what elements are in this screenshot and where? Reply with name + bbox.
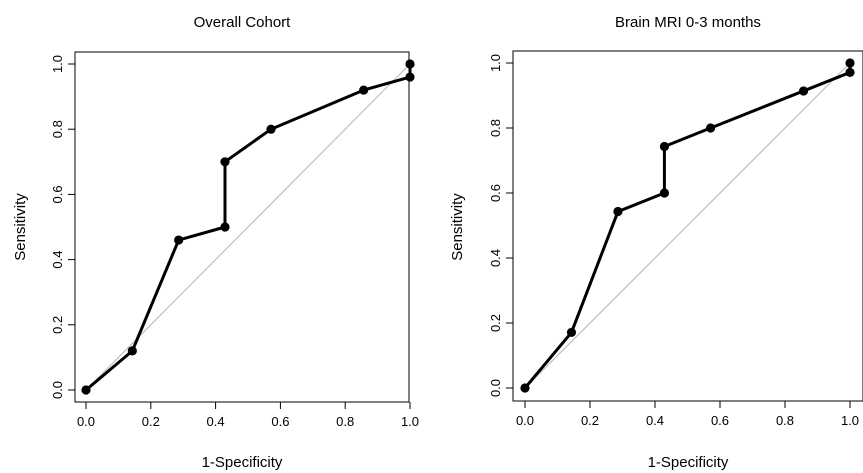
x-axis-label: 1-Specificity [648,454,729,471]
roc-point [220,222,230,232]
y-tick-label: 0.0 [488,379,503,397]
x-tick-label: 1.0 [401,414,419,429]
y-tick-label: 0.8 [50,120,65,138]
roc-point [127,346,137,356]
roc-point [613,206,623,217]
roc-point [359,85,369,95]
roc-point [81,385,91,395]
x-tick-label: 0.6 [711,413,729,428]
y-tick-label: 0.8 [488,119,503,137]
x-tick-label: 0.2 [142,414,160,429]
y-axis: 0.0 0.2 0.4 0.6 0.8 1.0 [488,54,513,397]
roc-point [659,141,670,152]
roc-point [520,383,530,393]
plot-frame [512,50,863,402]
x-tick-label: 0.0 [516,413,534,428]
y-axis-label: Sensitivity [449,193,466,261]
roc-point [845,67,855,78]
roc-point [845,58,855,68]
x-axis: 0.0 0.2 0.4 0.6 0.8 1.0 [516,401,859,428]
roc-point [659,188,670,198]
y-tick-label: 1.0 [50,55,65,73]
roc-point [405,59,415,69]
x-tick-label: 0.4 [646,413,664,428]
y-tick-label: 0.4 [50,251,65,269]
y-tick-label: 0.2 [488,314,503,332]
roc-panel-brain-mri: Brain MRI 0-3 months 1-Specificity Sensi… [449,14,863,471]
x-tick-label: 0.4 [207,414,225,429]
roc-point [405,72,415,82]
x-axis-label: 1-Specificity [202,454,283,471]
roc-point [174,235,184,245]
y-tick-label: 0.0 [50,381,65,399]
x-tick-label: 1.0 [841,413,859,428]
y-tick-label: 0.6 [50,185,65,203]
plot-frame [74,51,410,403]
x-tick-label: 0.2 [581,413,599,428]
x-axis: 0.0 0.2 0.4 0.6 0.8 1.0 [77,402,419,429]
y-tick-label: 0.4 [488,249,503,267]
y-tick-label: 0.2 [50,316,65,334]
roc-point [705,123,716,133]
roc-point [798,86,809,96]
roc-points [81,59,415,395]
y-tick-label: 0.6 [488,184,503,202]
chance-diagonal [85,63,411,391]
x-tick-label: 0.6 [271,414,289,429]
roc-point [266,124,276,134]
roc-point [220,157,230,167]
y-tick-label: 1.0 [488,54,503,72]
x-tick-label: 0.8 [776,413,794,428]
roc-panel-overall-cohort: Overall Cohort 1-Specificity Sensitivity… [12,14,419,471]
x-tick-label: 0.0 [77,414,95,429]
roc-point [566,327,577,338]
chance-diagonal [524,62,851,389]
x-tick-label: 0.8 [336,414,354,429]
chart-title: Overall Cohort [194,14,292,31]
y-axis: 0.0 0.2 0.4 0.6 0.8 1.0 [50,55,75,399]
chart-title: Brain MRI 0-3 months [615,14,761,31]
y-axis-label: Sensitivity [12,193,29,261]
roc-points [520,58,855,393]
